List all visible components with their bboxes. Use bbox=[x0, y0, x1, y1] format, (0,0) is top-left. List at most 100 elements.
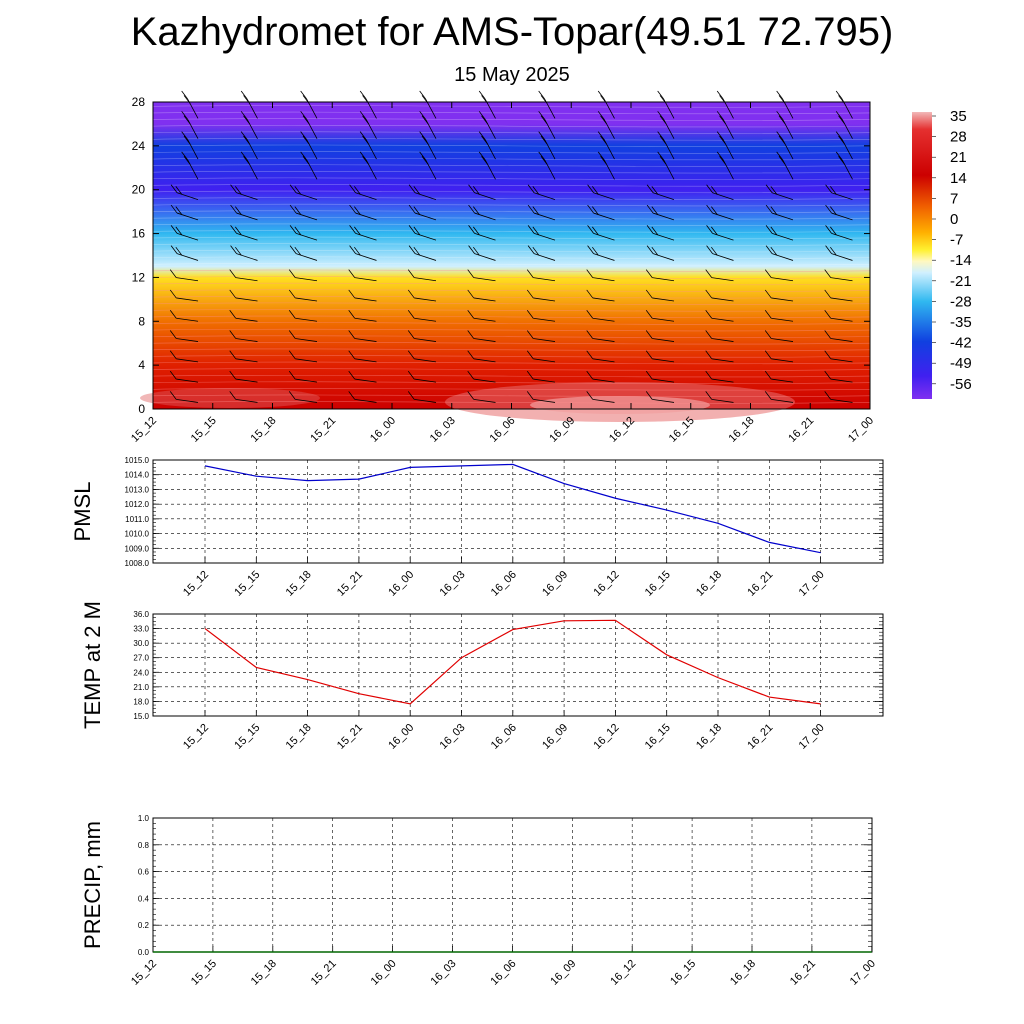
wind-barb bbox=[824, 391, 853, 403]
x-tick-label: 16_09 bbox=[548, 958, 578, 988]
temp-2m-panel: 36.0 33.0 30.0 27.0 24.0 21.0 18.0 15.0 15_12 15_… bbox=[80, 601, 884, 752]
x-tick-label: 16_09 bbox=[540, 722, 570, 752]
wind-barb bbox=[765, 184, 794, 200]
warm-surface-core bbox=[140, 382, 795, 422]
y-tick-label: 18.0 bbox=[133, 697, 149, 706]
color-bar-label: -56 bbox=[950, 376, 972, 393]
wind-barb bbox=[359, 111, 377, 139]
wind-barb bbox=[408, 184, 437, 200]
y-tick-label: 36.0 bbox=[133, 610, 149, 619]
wind-barb bbox=[169, 350, 199, 363]
wind-barb bbox=[825, 204, 853, 221]
wind-barb bbox=[407, 370, 437, 383]
wind-barb bbox=[526, 289, 556, 302]
wind-barb bbox=[645, 370, 675, 383]
heatmap-y-tick-label: 0 bbox=[138, 402, 145, 416]
wind-barb bbox=[288, 289, 318, 302]
wind-barb bbox=[597, 131, 615, 160]
heatmap-x-tick-label: 16_03 bbox=[428, 415, 458, 445]
x-tick-label: 15_12 bbox=[181, 722, 211, 752]
wind-barb bbox=[478, 131, 496, 160]
wind-barb bbox=[170, 245, 199, 261]
wind-barb bbox=[586, 370, 615, 383]
wind-barb bbox=[359, 131, 377, 160]
panel-frame bbox=[152, 459, 884, 564]
wind-barb bbox=[764, 269, 794, 282]
color-bar-label: 21 bbox=[950, 149, 967, 166]
x-tick-label: 16_15 bbox=[643, 722, 673, 752]
wind-barb bbox=[230, 245, 258, 261]
date-subtitle: 15 May 2025 bbox=[454, 64, 570, 86]
wind-barb bbox=[407, 289, 437, 302]
wind-barb bbox=[527, 225, 556, 241]
wind-barb bbox=[300, 111, 318, 139]
wind-barb bbox=[349, 204, 377, 221]
color-bar-label: -14 bbox=[950, 252, 972, 269]
y-tick-label: 1009.0 bbox=[125, 544, 150, 553]
wind-barb bbox=[586, 391, 615, 403]
wind-barb bbox=[587, 184, 615, 200]
x-tick-label: 16_09 bbox=[540, 569, 570, 599]
wind-barb bbox=[230, 225, 258, 241]
wind-barb bbox=[705, 391, 734, 403]
wind-barb bbox=[288, 330, 318, 342]
color-bar-label: 7 bbox=[950, 190, 958, 207]
wind-barb bbox=[229, 289, 258, 302]
wind-barb bbox=[408, 245, 437, 261]
x-tick-label: 16_03 bbox=[438, 722, 468, 752]
wind-barb bbox=[765, 245, 794, 261]
wind-barb bbox=[527, 245, 556, 261]
wind-barb bbox=[764, 309, 794, 322]
wind-barb bbox=[764, 391, 794, 403]
y-tick-label: 1008.0 bbox=[125, 559, 150, 568]
wind-barb bbox=[407, 350, 437, 363]
color-bar-label: -35 bbox=[950, 314, 972, 331]
wind-barb bbox=[776, 131, 794, 160]
wind-barb bbox=[288, 391, 318, 403]
y-tick-label: 1.0 bbox=[138, 814, 150, 823]
wind-barb bbox=[169, 269, 199, 282]
wind-barb bbox=[467, 309, 496, 322]
wind-barb bbox=[289, 245, 318, 261]
x-tick-label: 15_15 bbox=[232, 722, 262, 752]
heatmap-y-tick-label: 8 bbox=[138, 314, 145, 328]
wind-barb bbox=[230, 184, 258, 200]
wind-barb bbox=[288, 309, 318, 322]
wind-barb bbox=[526, 391, 556, 403]
wind-barb bbox=[538, 111, 556, 139]
y-tick-label: 0.0 bbox=[138, 948, 150, 957]
wind-barb bbox=[407, 309, 437, 322]
x-tick-label: 16_06 bbox=[488, 958, 518, 988]
wind-barb bbox=[526, 330, 556, 342]
wind-barb bbox=[705, 370, 734, 383]
wind-barb bbox=[835, 111, 853, 139]
wind-barb bbox=[765, 225, 794, 241]
wind-barb bbox=[764, 330, 794, 342]
color-bar-label: -42 bbox=[950, 335, 972, 352]
wind-barb bbox=[349, 245, 377, 261]
wind-barb bbox=[538, 131, 556, 160]
heatmap-x-tick-label: 16_21 bbox=[786, 415, 816, 445]
wind-barb bbox=[288, 370, 318, 383]
wind-barb bbox=[657, 111, 675, 139]
wind-barb bbox=[408, 225, 437, 241]
wind-barb bbox=[646, 245, 675, 261]
wind-barb bbox=[587, 245, 615, 261]
wind-barb bbox=[764, 350, 794, 363]
y-tick-label: 24.0 bbox=[133, 668, 149, 677]
x-tick-label: 16_00 bbox=[386, 722, 416, 752]
wind-barb bbox=[229, 269, 258, 282]
wind-barb bbox=[229, 309, 258, 322]
wind-barb bbox=[467, 269, 496, 282]
wind-barb bbox=[169, 391, 199, 403]
wind-barb bbox=[348, 391, 377, 403]
wind-barb bbox=[170, 184, 199, 200]
wind-barb bbox=[468, 245, 496, 261]
wind-barb bbox=[419, 111, 437, 139]
wind-barb bbox=[349, 184, 377, 200]
color-bar-label: -7 bbox=[950, 232, 963, 249]
x-tick-label: 16_06 bbox=[489, 722, 519, 752]
y-tick-label: 0.8 bbox=[138, 841, 150, 850]
wind-barb bbox=[300, 131, 318, 160]
wind-barb bbox=[824, 370, 853, 383]
